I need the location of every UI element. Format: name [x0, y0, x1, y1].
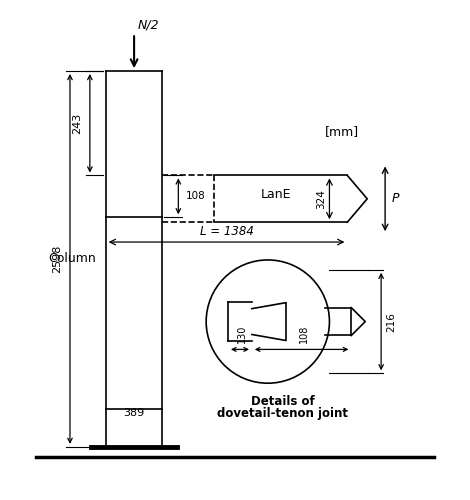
Text: dovetail-tenon joint: dovetail-tenon joint	[217, 407, 348, 420]
Text: 2598: 2598	[52, 245, 62, 273]
Text: 216: 216	[386, 312, 396, 332]
Text: L = 1384: L = 1384	[200, 225, 253, 238]
Text: [mm]: [mm]	[325, 124, 360, 138]
Text: 108: 108	[298, 325, 309, 344]
Text: Column: Column	[48, 252, 96, 266]
Text: N/2: N/2	[138, 18, 160, 32]
Text: 108: 108	[186, 192, 206, 202]
Text: Details of: Details of	[251, 395, 314, 408]
Text: 324: 324	[316, 189, 327, 208]
Text: LanE: LanE	[260, 188, 291, 202]
Text: 130: 130	[237, 325, 247, 344]
Text: 389: 389	[124, 408, 145, 418]
Text: P: P	[392, 192, 399, 205]
Text: 243: 243	[72, 112, 82, 134]
